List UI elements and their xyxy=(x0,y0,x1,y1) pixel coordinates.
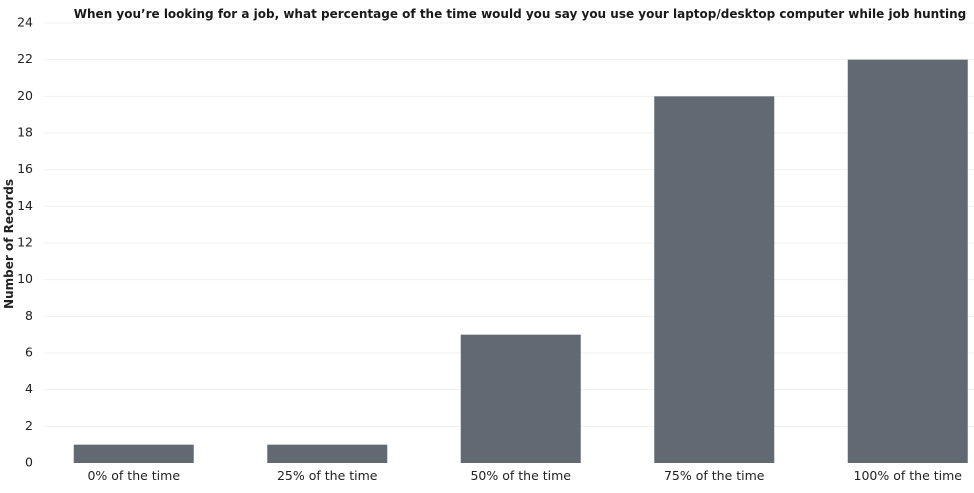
y-tick-label: 4 xyxy=(25,381,33,396)
y-tick-label: 2 xyxy=(25,418,33,433)
y-axis-label: Number of Records xyxy=(2,179,16,309)
y-tick-label: 16 xyxy=(17,161,33,176)
y-tick-label: 6 xyxy=(25,345,33,360)
bar xyxy=(847,59,968,464)
bar xyxy=(267,444,388,463)
x-category-label: 75% of the time xyxy=(664,468,765,483)
x-category-label: 100% of the time xyxy=(854,468,963,483)
y-tick-label: 8 xyxy=(25,308,33,323)
x-category-label: 0% of the time xyxy=(87,468,180,483)
x-category-label: 25% of the time xyxy=(277,468,378,483)
y-tick-label: 22 xyxy=(17,51,33,66)
bar xyxy=(460,334,581,463)
gridlines xyxy=(44,22,974,427)
bar xyxy=(654,96,775,463)
y-tick-label: 24 xyxy=(17,15,33,30)
x-axis-categories: 0% of the time 25% of the time 50% of the … xyxy=(87,468,962,483)
x-category-label: 50% of the time xyxy=(470,468,571,483)
bars xyxy=(73,59,968,464)
bar xyxy=(73,444,194,463)
y-tick-label: 20 xyxy=(17,88,33,103)
y-tick-label: 14 xyxy=(17,198,33,213)
y-tick-label: 0 xyxy=(25,455,33,470)
chart-title: When you’re looking for a job, what perc… xyxy=(74,7,966,21)
y-tick-label: 10 xyxy=(17,271,33,286)
y-tick-label: 18 xyxy=(17,125,33,140)
y-tick-label: 12 xyxy=(17,235,33,250)
